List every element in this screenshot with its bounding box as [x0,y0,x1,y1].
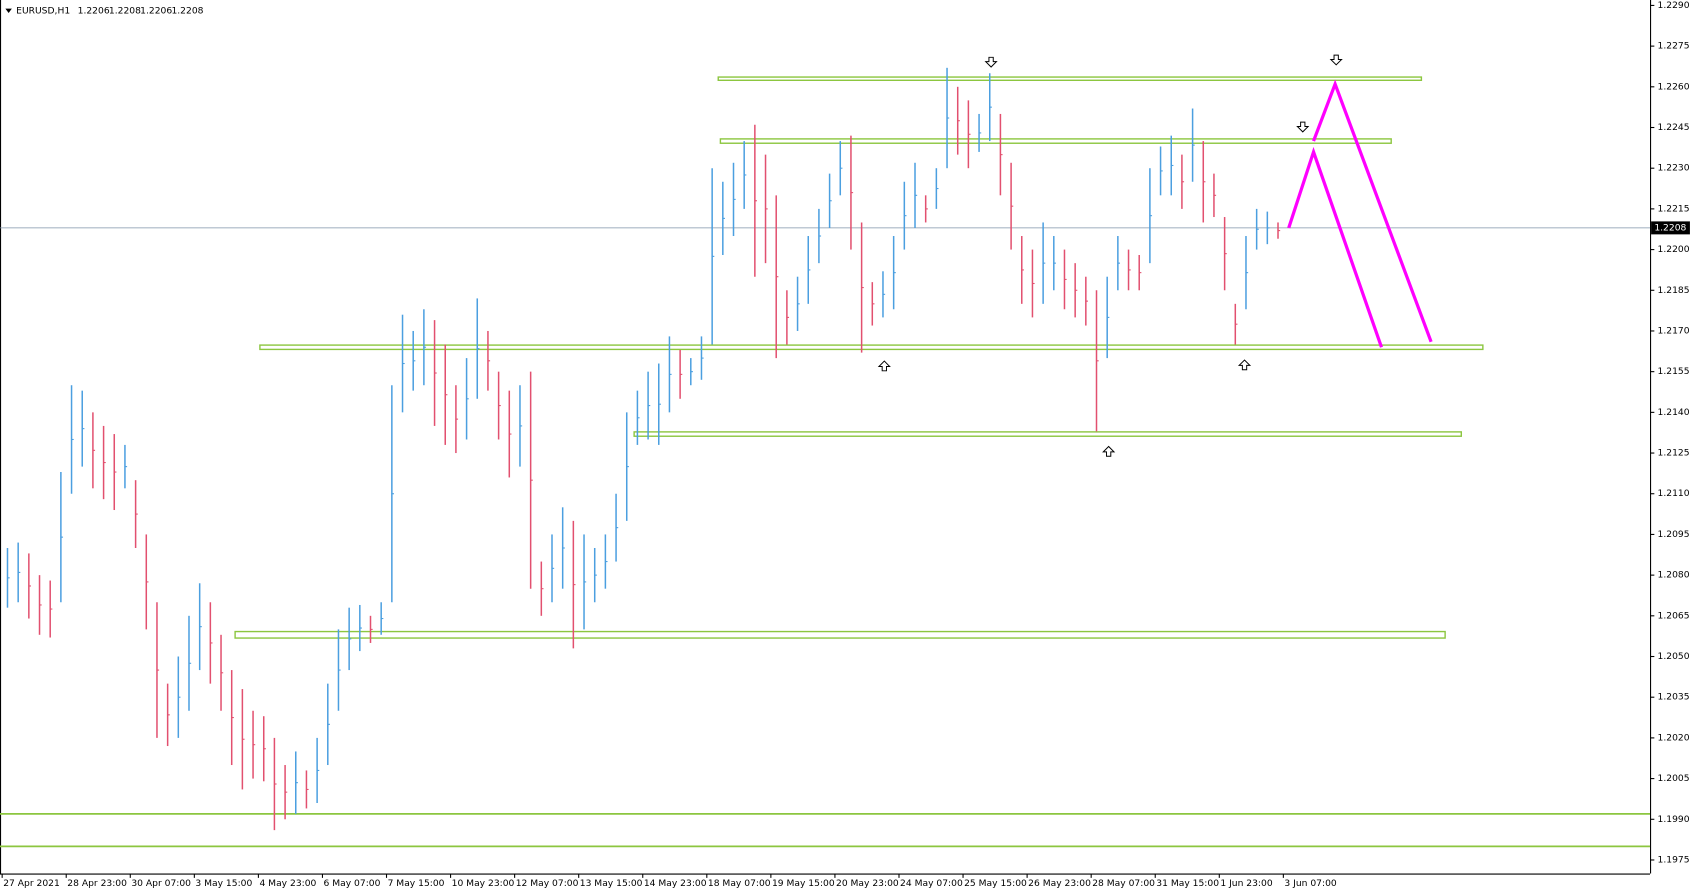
x-tick-label: 31 May 15:00 [1156,878,1219,889]
down-arrow [984,56,998,68]
quote-value: 1.2206 [140,5,172,16]
y-tick-label: 1.2215 [1658,203,1690,214]
x-tick-label: 7 May 15:00 [388,878,445,889]
up-arrow [1237,359,1252,371]
x-tick-label: 27 Apr 2021 [3,878,60,889]
y-tick-label: 1.2125 [1658,448,1690,459]
quote-value: 1.2208 [109,5,141,16]
x-tick-label: 6 May 07:00 [324,878,381,889]
y-tick-label: 1.2140 [1658,407,1690,418]
projection [1287,146,1384,348]
y-tick-label: 1.2050 [1658,651,1690,662]
y-tick-label: 1.2245 [1658,122,1690,133]
level-box [259,344,1484,351]
symbol: EURUSD,H1 [16,5,70,16]
arrows [877,54,1343,457]
down-arrow [1296,121,1310,133]
y-tick-label: 1.2155 [1658,366,1690,377]
y-tick-label: 1.2080 [1658,570,1690,581]
price-tag [1651,221,1690,235]
x-tick-label: 14 May 23:00 [644,878,707,889]
x-tick-label: 18 May 07:00 [708,878,771,889]
y-tick-label: 1.2035 [1658,692,1690,703]
y-tick-label: 1.2185 [1658,285,1690,296]
x-tick-label: 25 May 15:00 [964,878,1027,889]
y-tick-label: 1.2065 [1658,610,1690,621]
quote-value: 1.2208 [171,5,203,16]
level-box [633,431,1462,437]
x-tick-label: 20 May 23:00 [836,878,899,889]
y-tick-label: 1.1990 [1658,814,1690,825]
x-tick-label: 24 May 07:00 [900,878,963,889]
x-tick-label: 28 Apr 23:00 [67,878,127,889]
x-tick-label: 10 May 23:00 [452,878,515,889]
y-tick-label: 1.2290 [1658,0,1690,11]
x-tick-label: 1 Jun 23:00 [1220,878,1272,889]
level-box [717,76,1423,81]
y-tick-label: 1.2200 [1658,244,1690,255]
level-box [719,138,1392,144]
menu-triangle [5,8,12,13]
y-tick-label: 1.2020 [1658,732,1690,743]
up-arrow [1102,445,1116,457]
x-tick-label: 28 May 07:00 [1092,878,1155,889]
up-arrow [877,360,891,372]
x-tick-label: 26 May 23:00 [1028,878,1091,889]
y-tick-label: 1.2110 [1658,488,1690,499]
y-tick-label: 1.2230 [1658,163,1690,174]
price-tag-label: 1.2208 [1654,222,1686,233]
y-tick-label: 1.2170 [1658,325,1690,336]
x-tick-label: 3 Jun 07:00 [1284,878,1336,889]
x-tick-label: 3 May 15:00 [195,878,252,889]
y-tick-label: 1.2275 [1658,41,1690,52]
projection [1312,79,1433,343]
level-box [234,630,1446,639]
x-tick-label: 4 May 23:00 [259,878,316,889]
x-tick-label: 30 Apr 07:00 [131,878,191,889]
x-tick-label: 12 May 07:00 [516,878,579,889]
y-tick-label: 1.2095 [1658,529,1690,540]
down-arrow [1329,54,1343,66]
y-tick-label: 1.2260 [1658,81,1690,92]
y-tick-label: 1.2005 [1658,773,1690,784]
x-tick-label: 19 May 15:00 [772,878,835,889]
x-tick-label: 13 May 15:00 [580,878,643,889]
quote-value: 1.2206 [78,5,110,16]
y-tick-label: 1.1975 [1658,854,1690,865]
